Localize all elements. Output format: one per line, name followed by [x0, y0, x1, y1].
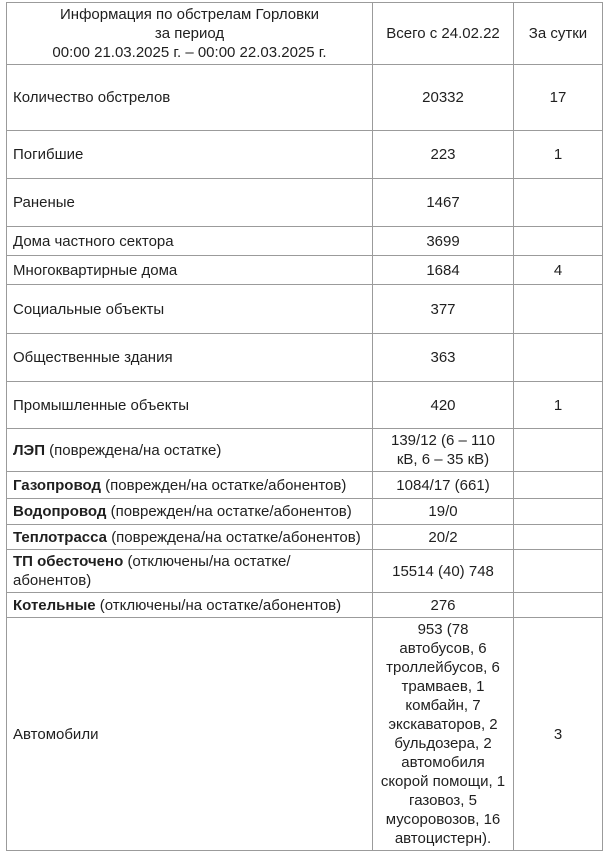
row-label: Количество обстрелов [6, 64, 373, 131]
row-label: Газопровод (поврежден/на остатке/абоненто… [6, 471, 373, 499]
row-daily: 4 [513, 255, 603, 285]
table-row: Социальные объекты 377 [6, 284, 603, 334]
row-total: 953 (78 автобусов, 6 троллейбусов, 6 тра… [372, 617, 514, 851]
row-daily [513, 592, 603, 618]
row-daily: 3 [513, 617, 603, 851]
row-daily [513, 333, 603, 382]
row-daily [513, 226, 603, 256]
row-total: 19/0 [372, 498, 514, 525]
table-row: ТП обесточено (отключены/на остатке/абоне… [6, 549, 603, 593]
report-title: Информация по обстрелам Горловки за пери… [6, 2, 373, 65]
row-label: Водопровод (поврежден/на остатке/абоненто… [6, 498, 373, 525]
table-row: Раненые 1467 [6, 178, 603, 227]
row-daily [513, 284, 603, 334]
row-daily: 1 [513, 381, 603, 429]
row-label: Погибшие [6, 130, 373, 179]
row-total: 223 [372, 130, 514, 179]
row-label: Раненые [6, 178, 373, 227]
report-page: Информация по обстрелам Горловки за пери… [6, 2, 603, 851]
table-row: Погибшие 223 1 [6, 130, 603, 179]
row-label: Дома частного сектора [6, 226, 373, 256]
table-row: Водопровод (поврежден/на остатке/абоненто… [6, 498, 603, 525]
row-label: Теплотрасса (повреждена/на остатке/абонен… [6, 524, 373, 550]
row-label: Социальные объекты [6, 284, 373, 334]
row-daily [513, 498, 603, 525]
column-header-total: Всего с 24.02.22 [372, 2, 514, 65]
row-label: Многоквартирные дома [6, 255, 373, 285]
table-row: Котельные (отключены/на остатке/абонентов… [6, 592, 603, 618]
row-daily [513, 524, 603, 550]
row-label: Котельные (отключены/на остатке/абонентов… [6, 592, 373, 618]
row-total: 1684 [372, 255, 514, 285]
table-header-row: Информация по обстрелам Горловки за пери… [6, 2, 603, 65]
table-row: Общественные здания 363 [6, 333, 603, 382]
shelling-report-table: Информация по обстрелам Горловки за пери… [6, 2, 603, 851]
row-total: 1467 [372, 178, 514, 227]
table-row: Дома частного сектора 3699 [6, 226, 603, 256]
table-row: Газопровод (поврежден/на остатке/абоненто… [6, 471, 603, 499]
row-daily: 17 [513, 64, 603, 131]
table-row: Количество обстрелов 20332 17 [6, 64, 603, 131]
row-daily [513, 428, 603, 472]
row-label: Общественные здания [6, 333, 373, 382]
row-daily [513, 471, 603, 499]
row-total: 139/12 (6 – 110 кВ, 6 – 35 кВ) [372, 428, 514, 472]
row-total: 20/2 [372, 524, 514, 550]
row-total: 363 [372, 333, 514, 382]
row-total: 377 [372, 284, 514, 334]
row-daily [513, 549, 603, 593]
row-daily: 1 [513, 130, 603, 179]
row-total: 20332 [372, 64, 514, 131]
row-total: 15514 (40) 748 [372, 549, 514, 593]
row-total: 420 [372, 381, 514, 429]
column-header-daily: За сутки [513, 2, 603, 65]
table-row: Теплотрасса (повреждена/на остатке/абонен… [6, 524, 603, 550]
row-label: ТП обесточено (отключены/на остатке/абоне… [6, 549, 373, 593]
table-row: Многоквартирные дома 1684 4 [6, 255, 603, 285]
row-label: Промышленные объекты [6, 381, 373, 429]
row-label: ЛЭП (повреждена/на остатке) [6, 428, 373, 472]
row-daily [513, 178, 603, 227]
row-label: Автомобили [6, 617, 373, 851]
row-total: 3699 [372, 226, 514, 256]
table-row: ЛЭП (повреждена/на остатке) 139/12 (6 – 1… [6, 428, 603, 472]
row-total: 1084/17 (661) [372, 471, 514, 499]
row-total: 276 [372, 592, 514, 618]
table-row: Промышленные объекты 420 1 [6, 381, 603, 429]
table-row: Автомобили 953 (78 автобусов, 6 троллейб… [6, 617, 603, 851]
